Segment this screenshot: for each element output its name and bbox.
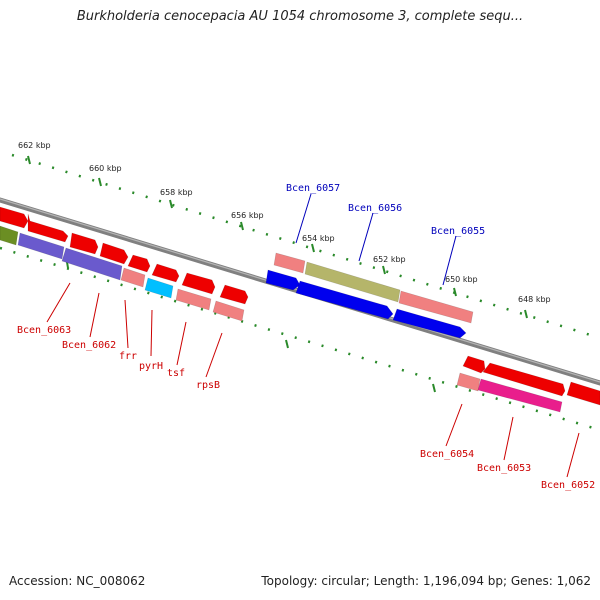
- gene-label-bcen-6054[interactable]: Bcen_6054: [420, 449, 474, 460]
- reverse-genes-row-upper-left: [0, 206, 249, 305]
- gene-block[interactable]: [398, 290, 474, 324]
- forward-label-leaders: [295, 193, 457, 286]
- tick-label: 652 kbp: [373, 255, 406, 264]
- gene-block[interactable]: [0, 225, 19, 246]
- leader-line: [205, 332, 223, 378]
- forward-gene-labels: Bcen_6057 Bcen_6056 Bcen_6055: [286, 183, 485, 237]
- tick-labels: 662 kbp 660 kbp 658 kbp 656 kbp 654 kbp …: [18, 141, 551, 304]
- gene-arrow[interactable]: [482, 362, 566, 397]
- leader-line: [150, 309, 153, 357]
- accession-label: Accession: NC_008062: [9, 574, 146, 588]
- leader-line: [566, 432, 580, 478]
- gene-label-bcen-6056[interactable]: Bcen_6056: [348, 203, 402, 214]
- gene-block[interactable]: [120, 267, 146, 288]
- gene-arrow[interactable]: [127, 254, 151, 273]
- gene-block[interactable]: [61, 247, 123, 281]
- tick-marks: [27, 155, 528, 393]
- leader-line: [176, 321, 187, 366]
- leader-line: [46, 282, 71, 323]
- gene-arrow[interactable]: [0, 206, 29, 229]
- tick-mark: [432, 383, 436, 393]
- gene-block[interactable]: [477, 378, 563, 413]
- gene-arrow[interactable]: [392, 308, 467, 339]
- gene-label-bcen-6053[interactable]: Bcen_6053: [477, 463, 531, 474]
- gene-arrow[interactable]: [566, 381, 600, 406]
- tick-mark: [382, 265, 386, 275]
- gene-block[interactable]: [212, 300, 245, 322]
- genes-row-lower-left: [0, 225, 245, 322]
- gene-arrow[interactable]: [265, 269, 301, 291]
- tick-mark: [169, 199, 173, 209]
- gene-block[interactable]: [144, 277, 174, 299]
- reverse-genes-row-right: [462, 355, 600, 406]
- tick-label: 650 kbp: [445, 275, 478, 284]
- gene-label-pyrh[interactable]: pyrH: [139, 361, 163, 372]
- reverse-label-leaders: [46, 282, 580, 478]
- tick-mark: [27, 155, 31, 165]
- gene-block[interactable]: [175, 288, 212, 311]
- tick-label: 658 kbp: [160, 188, 193, 197]
- tick-label: 662 kbp: [18, 141, 51, 150]
- gene-arrow[interactable]: [27, 213, 69, 243]
- reverse-gene-labels: Bcen_6063 Bcen_6062 frr pyrH tsf rpsB Bc…: [17, 325, 595, 491]
- gene-block[interactable]: [456, 372, 481, 392]
- leader-line: [445, 403, 463, 447]
- gene-label-frr[interactable]: frr: [119, 351, 137, 362]
- genes-row-lower-right: [456, 372, 563, 413]
- gene-arrow[interactable]: [151, 263, 180, 283]
- tick-mark: [240, 221, 244, 231]
- leader-line: [89, 292, 100, 338]
- leader-line: [295, 193, 312, 244]
- tick-label: 656 kbp: [231, 211, 264, 220]
- gene-arrow[interactable]: [219, 284, 249, 305]
- tick-mark: [453, 287, 457, 297]
- tick-mark: [524, 309, 528, 319]
- gene-block[interactable]: [17, 232, 65, 260]
- gene-arrow[interactable]: [462, 355, 486, 374]
- leader-line: [358, 212, 374, 262]
- gene-label-tsf[interactable]: tsf: [167, 368, 185, 379]
- genome-summary: Topology: circular; Length: 1,196,094 bp…: [261, 574, 591, 588]
- leader-line: [124, 299, 129, 349]
- tick-mark: [285, 339, 289, 349]
- tick-mark: [98, 177, 102, 187]
- lower-ruler: [0, 246, 600, 432]
- gene-arrow[interactable]: [295, 280, 394, 320]
- gene-label-rpsb[interactable]: rpsB: [196, 380, 220, 391]
- leader-line: [442, 235, 457, 286]
- gene-label-bcen-6055[interactable]: Bcen_6055: [431, 226, 485, 237]
- tick-mark: [66, 261, 69, 269]
- lower-ruler-dots: [0, 246, 600, 432]
- leader-line: [503, 416, 514, 461]
- gene-label-bcen-6052[interactable]: Bcen_6052: [541, 480, 595, 491]
- tick-label: 648 kbp: [518, 295, 551, 304]
- gene-block[interactable]: [304, 261, 401, 303]
- tick-mark: [311, 243, 315, 253]
- forward-genes-row-upper-middle: [273, 252, 474, 324]
- gene-arrow[interactable]: [69, 232, 99, 255]
- gene-arrow[interactable]: [99, 242, 129, 265]
- tick-label: 654 kbp: [302, 234, 335, 243]
- gene-label-bcen-6062[interactable]: Bcen_6062: [62, 340, 116, 351]
- gene-arrow[interactable]: [181, 272, 216, 295]
- gene-label-bcen-6057[interactable]: Bcen_6057: [286, 183, 340, 194]
- gene-label-bcen-6063[interactable]: Bcen_6063: [17, 325, 71, 336]
- gene-block[interactable]: [273, 252, 306, 274]
- forward-genes-row-lower-middle: [265, 269, 467, 339]
- map-title: Burkholderia cenocepacia AU 1054 chromos…: [76, 9, 524, 24]
- tick-label: 660 kbp: [89, 164, 122, 173]
